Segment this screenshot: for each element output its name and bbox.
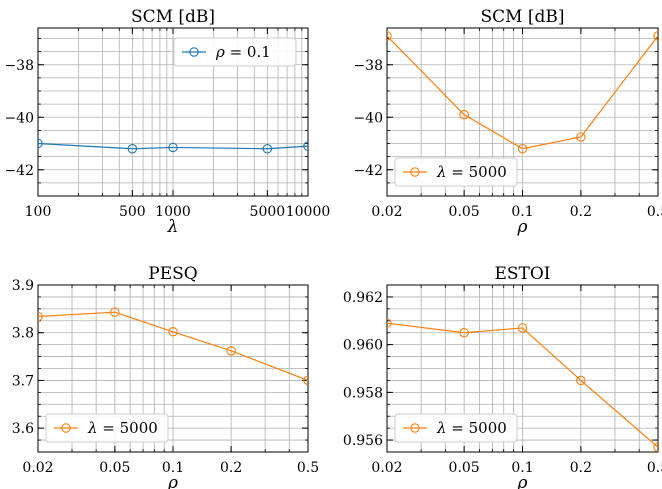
legend: λ = 5000 bbox=[45, 413, 169, 443]
series-line bbox=[387, 35, 658, 150]
legend-box bbox=[394, 157, 518, 187]
legend-marker bbox=[410, 167, 420, 177]
data-point bbox=[517, 144, 528, 154]
x-axis-label: ρ bbox=[517, 473, 528, 489]
data-point bbox=[262, 144, 273, 154]
data-point bbox=[168, 327, 178, 337]
x-tick-label: 0.05 bbox=[449, 204, 480, 220]
x-tick-label: 0.1 bbox=[511, 460, 533, 476]
x-tick-label: 0.1 bbox=[162, 460, 184, 476]
data-point bbox=[127, 144, 138, 154]
y-tick-label: −38 bbox=[353, 58, 383, 74]
legend: ρ = 0.1 bbox=[173, 37, 297, 67]
data-point bbox=[459, 327, 469, 338]
data-point bbox=[387, 318, 392, 328]
y-tick-label: 3.7 bbox=[12, 373, 34, 389]
x-tick-label: 10000 bbox=[286, 204, 331, 220]
y-tick-label: −42 bbox=[353, 163, 383, 179]
y-tick-label: 3.9 bbox=[12, 278, 34, 294]
data-point bbox=[38, 311, 43, 322]
series-line bbox=[387, 322, 658, 448]
chart-title: PESQ bbox=[148, 264, 197, 284]
x-tick-label: 0.02 bbox=[371, 460, 402, 476]
series bbox=[38, 307, 308, 386]
series bbox=[38, 138, 308, 154]
chart-panel-2: 0.02 0.05 0.1 0.2 0.5 −38 −40 −42 SCM [dB] ρ λ = 5… bbox=[353, 7, 662, 237]
chart-panel-4: 0.02 0.05 0.1 0.2 0.5 0.962 0.960 0.958 0.956 EST… bbox=[343, 264, 662, 489]
legend: λ = 5000 bbox=[394, 413, 518, 443]
x-tick-label: 100 bbox=[25, 204, 52, 220]
grid bbox=[387, 28, 658, 196]
series-line bbox=[38, 311, 308, 381]
x-tick-label: 0.5 bbox=[297, 460, 319, 476]
y-tick-label: −38 bbox=[4, 58, 34, 74]
data-point bbox=[653, 31, 658, 41]
data-point bbox=[387, 31, 392, 41]
x-tick-label: 0.2 bbox=[220, 460, 242, 476]
chart-panel-3: 0.02 0.05 0.1 0.2 0.5 3.9 3.8 3.7 3.6 PESQ ρ λ = 50… bbox=[12, 264, 319, 489]
y-tick-label: 0.962 bbox=[343, 290, 383, 306]
y-tick-label: 0.956 bbox=[343, 433, 383, 449]
data-point bbox=[653, 442, 658, 452]
x-tick-label: 5000 bbox=[250, 204, 286, 220]
legend-marker bbox=[189, 47, 199, 57]
chart-title: ESTOI bbox=[494, 264, 550, 284]
x-tick-label: 0.05 bbox=[449, 460, 480, 476]
legend-box bbox=[45, 413, 169, 443]
x-tick-label: 0.5 bbox=[647, 460, 662, 476]
data-point bbox=[459, 109, 469, 120]
x-axis-label: ρ bbox=[167, 473, 178, 489]
x-axis-label: ρ bbox=[517, 217, 528, 237]
legend-box bbox=[394, 413, 518, 443]
x-tick-label: 0.2 bbox=[570, 204, 592, 220]
series-line bbox=[38, 142, 308, 150]
x-tick-label: 0.05 bbox=[99, 460, 130, 476]
y-tick-label: 0.960 bbox=[343, 338, 383, 354]
chart-title: SCM [dB] bbox=[131, 7, 215, 27]
data-point bbox=[303, 375, 308, 386]
chart-panel-1: 100 500 1000 5000 10000 −38 −40 −42 SCM [dB] λ ρ =… bbox=[4, 7, 330, 237]
data-point bbox=[303, 141, 308, 151]
x-axis-label: λ bbox=[167, 217, 179, 237]
x-tick-label: 0.02 bbox=[22, 460, 53, 476]
x-tick-label: 0.1 bbox=[511, 204, 533, 220]
data-point bbox=[110, 307, 120, 317]
x-tick-label: 500 bbox=[119, 204, 146, 220]
data-point bbox=[576, 375, 586, 386]
series bbox=[387, 318, 658, 452]
y-tick-label: 3.8 bbox=[12, 326, 34, 342]
legend-label: ρ = 0.1 bbox=[215, 43, 271, 61]
data-point bbox=[168, 142, 178, 153]
x-tick-label: 0.02 bbox=[371, 204, 402, 220]
y-tick-label: −42 bbox=[4, 163, 34, 179]
x-tick-label: 0.5 bbox=[647, 204, 662, 220]
legend-box bbox=[173, 37, 297, 67]
y-tick-label: 0.958 bbox=[343, 385, 383, 401]
legend-label: λ = 5000 bbox=[436, 419, 507, 437]
y-tick-label: 3.6 bbox=[12, 421, 34, 437]
data-point bbox=[226, 346, 236, 356]
y-tick-label: −40 bbox=[353, 110, 383, 126]
data-point bbox=[517, 323, 528, 333]
chart-title: SCM [dB] bbox=[480, 7, 564, 27]
y-tick-label: −40 bbox=[4, 110, 34, 126]
legend-label: λ = 5000 bbox=[436, 163, 507, 181]
data-point bbox=[576, 132, 586, 142]
legend: λ = 5000 bbox=[394, 157, 518, 187]
x-tick-label: 0.2 bbox=[570, 460, 592, 476]
data-point bbox=[38, 138, 43, 149]
x-tick-label: 1000 bbox=[155, 204, 191, 220]
series bbox=[387, 31, 658, 154]
legend-marker bbox=[61, 423, 71, 433]
legend-label: λ = 5000 bbox=[87, 419, 158, 437]
legend-marker bbox=[410, 423, 420, 433]
